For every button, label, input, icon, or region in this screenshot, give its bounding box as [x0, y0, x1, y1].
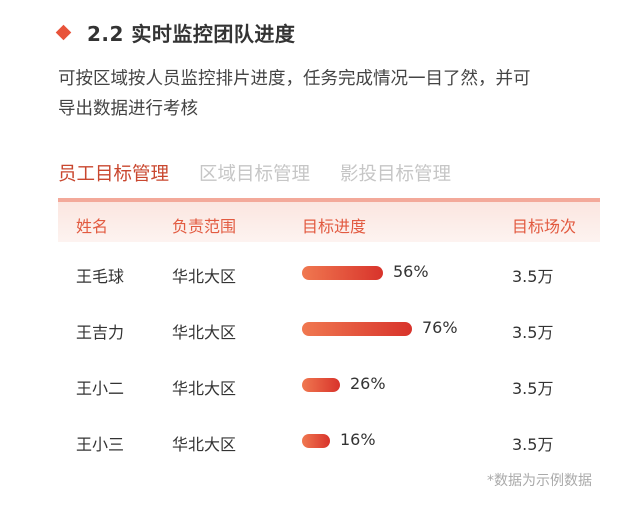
- tab-bar: 员工目标管理 区域目标管理 影投目标管理: [58, 160, 481, 186]
- section-header: 2.2 实时监控团队进度: [55, 16, 296, 48]
- progress-bar: [302, 378, 340, 392]
- target-count: 3.5万: [512, 435, 554, 454]
- tab-cinema-targets[interactable]: 影投目标管理: [340, 164, 452, 185]
- tab-region-targets[interactable]: 区域目标管理: [199, 164, 311, 185]
- table-row: 王小三 华北大区 16% 3.5万: [58, 413, 600, 469]
- target-count: 3.5万: [512, 379, 554, 398]
- table-row: 王毛球 华北大区 56% 3.5万: [58, 245, 600, 301]
- progress-label: 56%: [393, 262, 429, 281]
- progress-bar: [302, 434, 330, 448]
- employee-region: 华北大区: [172, 435, 237, 454]
- employee-region: 华北大区: [172, 379, 237, 398]
- description-line-2: 导出数据进行考核: [58, 99, 198, 119]
- progress-label: 26%: [350, 374, 386, 393]
- diamond-icon: [55, 24, 72, 40]
- header-progress: 目标进度: [302, 217, 367, 236]
- employee-region: 华北大区: [172, 267, 237, 286]
- header-name: 姓名: [76, 217, 109, 236]
- tab-employee-targets[interactable]: 员工目标管理: [58, 164, 170, 185]
- employee-name: 王小三: [76, 435, 125, 454]
- footnote: *数据为示例数据: [487, 473, 592, 489]
- employee-name: 王吉力: [76, 323, 125, 342]
- header-region: 负责范围: [172, 217, 237, 236]
- employee-name: 王毛球: [76, 267, 125, 286]
- employee-region: 华北大区: [172, 323, 237, 342]
- employee-name: 王小二: [76, 379, 125, 398]
- tab-underline: [58, 198, 600, 202]
- section-title: 2.2 实时监控团队进度: [87, 21, 296, 46]
- table-row: 王吉力 华北大区 76% 3.5万: [58, 301, 600, 357]
- target-count: 3.5万: [512, 323, 554, 342]
- table-row: 王小二 华北大区 26% 3.5万: [58, 357, 600, 413]
- progress-bar: [302, 266, 383, 280]
- target-count: 3.5万: [512, 267, 554, 286]
- description: 可按区域按人员监控排片进度，任务完成情况一目了然，并可 导出数据进行考核: [58, 64, 618, 124]
- progress-label: 76%: [422, 318, 458, 337]
- table-header: 姓名 负责范围 目标进度 目标场次: [58, 202, 600, 242]
- description-line-1: 可按区域按人员监控排片进度，任务完成情况一目了然，并可: [58, 69, 531, 89]
- header-target: 目标场次: [512, 217, 577, 236]
- progress-bar: [302, 322, 412, 336]
- progress-label: 16%: [340, 430, 376, 449]
